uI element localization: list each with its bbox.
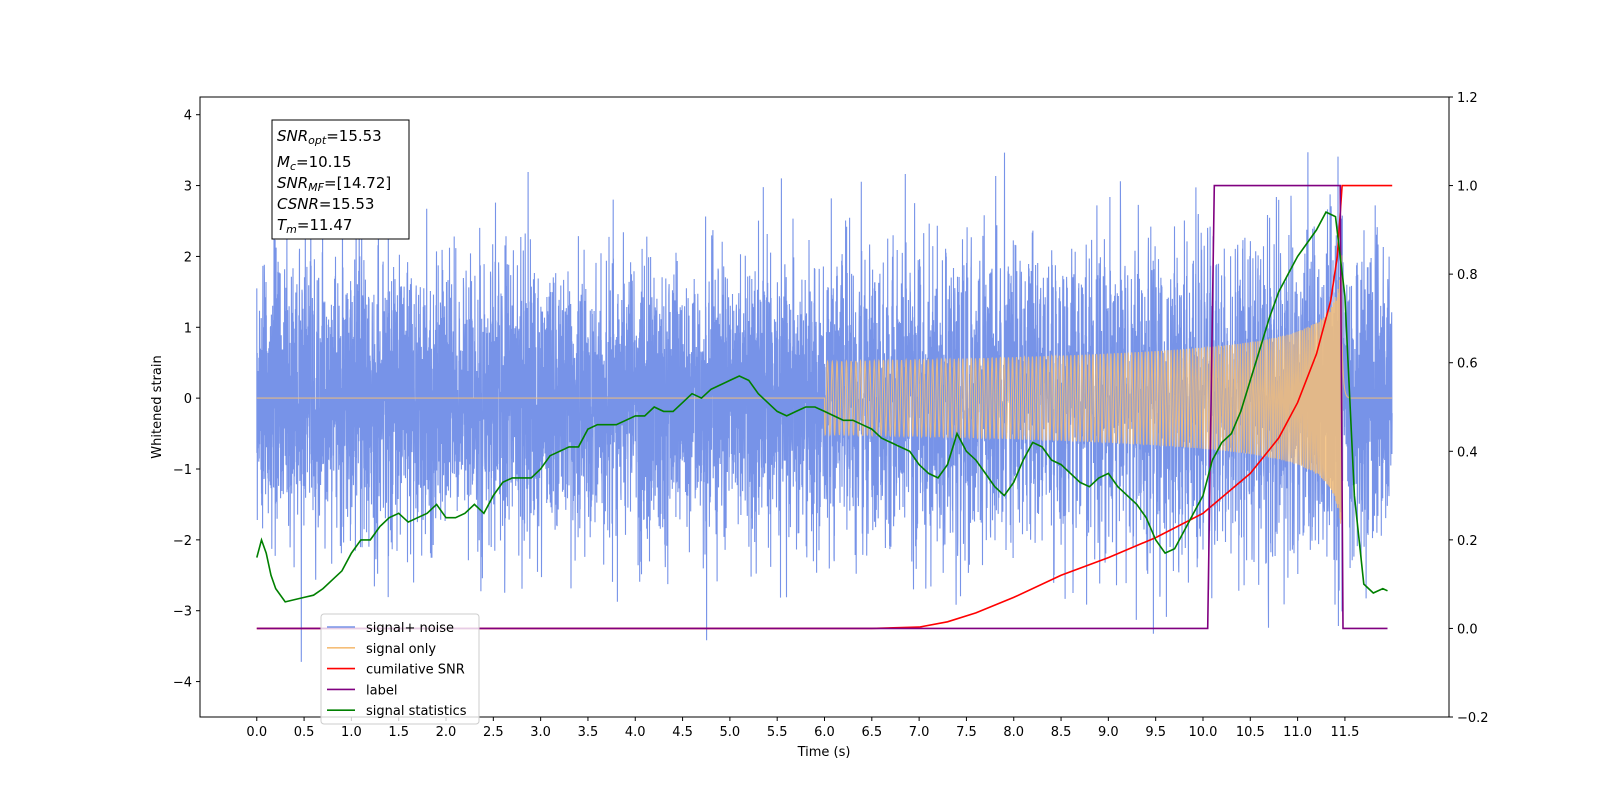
annotation-mc: Mc=10.15 bbox=[277, 153, 352, 173]
x-tick-label: 9.0 bbox=[1098, 725, 1119, 740]
legend-label: signal statistics bbox=[366, 704, 467, 719]
annotation-csnr: CSNR=15.53 bbox=[277, 195, 374, 213]
x-tick-label: 6.0 bbox=[814, 725, 835, 740]
x-tick-label: 6.5 bbox=[861, 725, 882, 740]
x-tick-label: 1.5 bbox=[388, 725, 409, 740]
y-axis-left: 4 3 2 1 0 −1 −2 −3 −4 bbox=[173, 109, 200, 691]
annotation-box: SNRopt=15.53 Mc=10.15 SNRMF=[14.72] CSNR… bbox=[271, 119, 410, 240]
x-tick-label: 0.0 bbox=[246, 725, 267, 740]
series-layer bbox=[256, 152, 1393, 662]
y2-tick-label: 0.0 bbox=[1457, 622, 1478, 637]
legend-label: signal+ noise bbox=[366, 621, 454, 636]
x-tick-label: 7.5 bbox=[956, 725, 977, 740]
x-tick-label: 4.5 bbox=[672, 725, 693, 740]
annotation-snr-mf: SNRMF=[14.72] bbox=[277, 174, 391, 194]
x-tick-label: 3.0 bbox=[530, 725, 551, 740]
x-tick-label: 7.0 bbox=[909, 725, 930, 740]
y2-tick-label: 0.4 bbox=[1457, 445, 1478, 460]
y-tick-label: 4 bbox=[184, 109, 192, 124]
x-tick-label: 9.5 bbox=[1145, 725, 1166, 740]
y-tick-label: 0 bbox=[184, 392, 192, 407]
legend-label: cumilative SNR bbox=[366, 663, 465, 678]
legend-label: label bbox=[366, 683, 397, 698]
y2-tick-label: 0.2 bbox=[1457, 534, 1478, 549]
y-axis-right: 1.2 1.0 0.8 0.6 0.4 0.2 0.0 −0.2 bbox=[1449, 91, 1489, 726]
series-signal-noise-line bbox=[256, 152, 1393, 662]
y-tick-label: −3 bbox=[173, 605, 192, 620]
y-tick-label: 3 bbox=[184, 180, 192, 195]
y2-tick-label: 0.8 bbox=[1457, 268, 1478, 283]
x-tick-label: 10.0 bbox=[1189, 725, 1218, 740]
x-tick-label: 4.0 bbox=[625, 725, 646, 740]
legend: signal+ noise signal only cumilative SNR la… bbox=[320, 613, 480, 725]
x-tick-label: 1.0 bbox=[341, 725, 362, 740]
x-tick-label: 3.5 bbox=[578, 725, 599, 740]
y2-tick-label: −0.2 bbox=[1457, 711, 1489, 726]
x-tick-label: 0.5 bbox=[294, 725, 315, 740]
series-signal-only-line bbox=[256, 255, 1393, 524]
annotation-snr-opt: SNRopt=15.53 bbox=[277, 127, 382, 147]
y-tick-label: −4 bbox=[173, 676, 192, 691]
series-signal-statistics-line bbox=[256, 211, 1388, 603]
annotation-frame bbox=[271, 119, 410, 240]
x-tick-label: 10.5 bbox=[1236, 725, 1265, 740]
x-tick-label: 5.0 bbox=[720, 725, 741, 740]
legend-frame bbox=[320, 613, 480, 725]
x-tick-label: 2.5 bbox=[483, 725, 504, 740]
x-tick-label: 8.0 bbox=[1003, 725, 1024, 740]
y-axis-label: Whitened strain bbox=[150, 355, 165, 458]
x-axis: 0.0 0.5 1.0 1.5 2.0 2.5 3.0 3.5 4.0 4.5 5.0 5.5 6.0 6… bbox=[246, 717, 1359, 740]
x-tick-label: 11.0 bbox=[1283, 725, 1312, 740]
y-tick-label: 2 bbox=[184, 250, 192, 265]
y-tick-label: −1 bbox=[173, 463, 192, 478]
x-tick-label: 11.5 bbox=[1330, 725, 1359, 740]
series-label-line bbox=[256, 184, 1388, 630]
y2-tick-label: 1.0 bbox=[1457, 180, 1478, 195]
y-tick-label: −2 bbox=[173, 534, 192, 549]
x-tick-label: 2.0 bbox=[436, 725, 457, 740]
plot-area bbox=[199, 96, 1450, 718]
x-axis-label: Time (s) bbox=[797, 745, 851, 760]
x-tick-label: 8.5 bbox=[1051, 725, 1072, 740]
annotation-tm: Tm=11.47 bbox=[277, 216, 352, 236]
legend-label: signal only bbox=[366, 642, 436, 657]
x-tick-label: 5.5 bbox=[767, 725, 788, 740]
y-tick-label: 1 bbox=[184, 321, 192, 336]
series-cumulative-snr-line bbox=[256, 184, 1393, 630]
y2-tick-label: 0.6 bbox=[1457, 357, 1478, 372]
y2-tick-label: 1.2 bbox=[1457, 91, 1478, 106]
